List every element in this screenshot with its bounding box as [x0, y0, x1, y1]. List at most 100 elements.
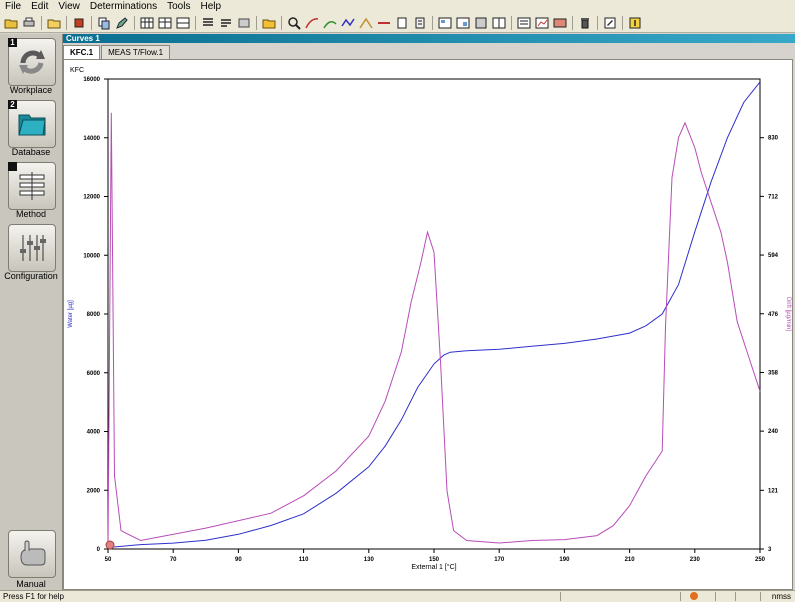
curve-4-icon[interactable]: [358, 15, 374, 31]
database-label: Database: [11, 147, 51, 157]
configuration-button[interactable]: [8, 224, 56, 272]
status-help-text: Press F1 for help: [3, 592, 64, 601]
open-folder-icon[interactable]: [261, 15, 277, 31]
y-axis-label: Water [µg]: [68, 300, 74, 328]
series-line-drift: [107, 112, 761, 549]
grid-3-icon[interactable]: [175, 15, 191, 31]
x-axis-label: External 1 [°C]: [411, 563, 456, 571]
y-tick-label: 14000: [83, 136, 100, 142]
x-tick-label: 250: [755, 557, 766, 563]
x-tick-label: 90: [235, 557, 242, 563]
curve-1-icon[interactable]: [304, 15, 320, 31]
start-marker: [105, 540, 115, 550]
status-panel-5: [760, 592, 761, 601]
workplace-number-badge: 1: [8, 38, 17, 47]
layout-1-icon[interactable]: [437, 15, 453, 31]
y2-axis-label: Drift [µg/min]: [785, 297, 791, 331]
y-tick-label: 4000: [87, 430, 101, 436]
grid-1-icon[interactable]: [139, 15, 155, 31]
print-icon[interactable]: [21, 15, 37, 31]
x-tick-label: 130: [364, 557, 375, 563]
x-tick-label: 70: [170, 557, 177, 563]
tab-meas-t-flow[interactable]: MEAS T/Flow.1: [101, 45, 171, 59]
configuration-label: Configuration: [4, 271, 58, 281]
menu-file[interactable]: File: [5, 1, 22, 12]
method-label: Method: [15, 209, 47, 219]
balance-icon[interactable]: [71, 15, 87, 31]
info-icon[interactable]: [627, 15, 643, 31]
page-1-icon[interactable]: [394, 15, 410, 31]
chart-area: KFC 50 70 90 110 130 150 170 190 210 230 250 0 2000 40…: [63, 59, 793, 590]
method-list-icon: [19, 172, 45, 200]
status-led-icon: [690, 592, 698, 600]
workplace-button[interactable]: [8, 38, 56, 86]
tab-strip: KFC.1 MEAS T/Flow.1: [63, 45, 171, 59]
x-tick-label: 150: [429, 557, 440, 563]
status-panel-1: [560, 592, 561, 601]
status-mode: nmss: [771, 592, 791, 601]
manual-hand-icon: [20, 540, 46, 566]
layout-4-icon[interactable]: [491, 15, 507, 31]
layout-3-icon[interactable]: [473, 15, 489, 31]
table-1-icon[interactable]: [200, 15, 216, 31]
workplace-label: Workplace: [9, 85, 53, 95]
x-tick-label: 210: [625, 557, 636, 563]
manual-button[interactable]: [8, 530, 56, 578]
database-number-badge: 2: [8, 100, 17, 109]
curve-5-icon[interactable]: [376, 15, 392, 31]
y-tick-label: 10000: [83, 253, 100, 259]
note-icon[interactable]: [602, 15, 618, 31]
database-folder-icon: [18, 114, 46, 136]
x-tick-label: 170: [494, 557, 505, 563]
open-icon[interactable]: [3, 15, 19, 31]
configuration-sliders-icon: [20, 235, 46, 261]
curves-window: Curves 1 KFC.1 MEAS T/Flow.1 KFC 50 70 90 11…: [63, 34, 795, 590]
y2-tick-label: 476: [768, 312, 779, 318]
status-panel-3: [715, 592, 716, 601]
curve-3-icon[interactable]: [340, 15, 356, 31]
menu-determinations[interactable]: Determinations: [89, 1, 158, 12]
menu-edit[interactable]: Edit: [31, 1, 49, 12]
plot-frame: [107, 78, 761, 550]
grid-2-icon[interactable]: [157, 15, 173, 31]
y2-tick-label: 121: [768, 488, 779, 494]
menu-view[interactable]: View: [58, 1, 80, 12]
delete-icon[interactable]: [577, 15, 593, 31]
report-2-icon[interactable]: [534, 15, 550, 31]
curve-2-icon[interactable]: [322, 15, 338, 31]
zoom-icon[interactable]: [286, 15, 302, 31]
y-tick-label: 16000: [83, 77, 100, 83]
series-line-water: [107, 81, 761, 548]
sidebar: 1 Workplace 2 Database Method Configurat…: [0, 34, 63, 590]
kfc-chart: KFC 50 70 90 110 130 150 170 190 210 230 250 0 2000 40…: [68, 67, 791, 571]
status-panel-4: [735, 592, 736, 601]
report-1-icon[interactable]: [516, 15, 532, 31]
chart-title: KFC: [70, 67, 84, 74]
status-panel-2: [680, 592, 681, 601]
y-tick-label: 2000: [87, 488, 101, 494]
x-tick-label: 230: [690, 557, 701, 563]
table-3-icon[interactable]: [236, 15, 252, 31]
folder-icon[interactable]: [46, 15, 62, 31]
menu-help[interactable]: Help: [200, 1, 222, 12]
layout-2-icon[interactable]: [455, 15, 471, 31]
method-number-badge: [8, 162, 17, 171]
y2-tick-label: 712: [768, 194, 779, 200]
y2-tick-label: 358: [768, 370, 779, 376]
y-tick-label: 0: [97, 547, 101, 553]
tab-kfc[interactable]: KFC.1: [63, 45, 101, 59]
y-tick-label: 12000: [83, 195, 100, 201]
window-title: Curves 1: [63, 34, 795, 43]
x-tick-label: 50: [105, 557, 112, 563]
status-bar: Press F1 for help nmss: [0, 590, 795, 602]
copy-icon[interactable]: [96, 15, 112, 31]
edit-pencil-icon[interactable]: [114, 15, 130, 31]
report-3-icon[interactable]: [552, 15, 568, 31]
y2-tick-label: 830: [768, 136, 779, 142]
x-tick-label: 110: [299, 557, 309, 563]
menu-tools[interactable]: Tools: [167, 1, 191, 12]
table-2-icon[interactable]: [218, 15, 234, 31]
page-2-icon[interactable]: [412, 15, 428, 31]
menu-bar: File Edit View Determinations Tools Help: [0, 0, 795, 13]
toolbar: [0, 13, 795, 33]
